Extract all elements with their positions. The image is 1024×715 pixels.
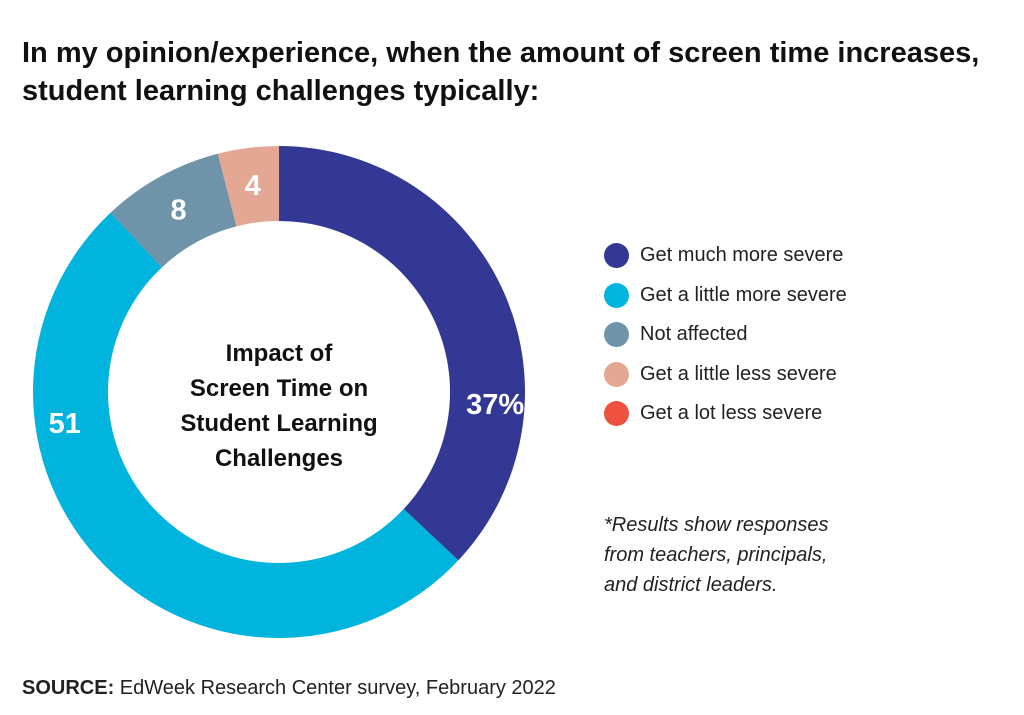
data-label: 4 [245, 170, 261, 202]
donut-chart: 37% 51 8 4 Impact of Screen Time on Student… [32, 146, 525, 639]
center-label-line: Screen Time on [190, 375, 368, 402]
legend-swatch [604, 322, 629, 348]
source-label: SOURCE: [22, 677, 115, 699]
source-text: EdWeek Research Center survey, February … [114, 677, 556, 699]
legend-item: Get a little less severe [604, 355, 847, 395]
chart-title: In my opinion/experience, when the amoun… [22, 37, 980, 107]
footnote: *Results show responses from teachers, p… [604, 510, 829, 600]
center-label-line: Impact of [226, 340, 334, 367]
legend-label: Get a little less severe [640, 362, 837, 385]
data-label: 51 [49, 408, 81, 440]
donut-slice [279, 146, 525, 561]
legend-swatch [604, 361, 629, 387]
legend-item: Get a lot less severe [604, 394, 847, 434]
source-line: SOURCE: EdWeek Research Center survey, F… [22, 677, 556, 700]
center-label-line: Challenges [215, 445, 343, 472]
legend-item: Get a little more severe [604, 276, 847, 316]
footnote-line: from teachers, principals, [604, 544, 828, 566]
legend-swatch [604, 282, 629, 308]
legend-swatch [604, 401, 629, 427]
footnote-line: *Results show responses [604, 514, 829, 536]
donut-slice [110, 153, 237, 268]
donut-slice [217, 146, 279, 227]
legend-swatch [604, 243, 629, 269]
legend-label: Get a little more severe [640, 283, 847, 306]
legend-label: Get much more severe [640, 244, 844, 267]
legend-item: Get much more severe [604, 236, 847, 276]
data-label: 37% [466, 389, 524, 421]
footnote-line: and district leaders. [604, 574, 778, 596]
donut-slice [32, 212, 459, 639]
legend: Get much more severe Get a little more se… [604, 236, 847, 434]
legend-item: Not affected [604, 315, 847, 355]
center-label-line: Student Learning [180, 410, 377, 437]
data-label: 8 [170, 194, 186, 226]
legend-label: Get a lot less severe [640, 402, 823, 425]
legend-label: Not affected [640, 323, 748, 346]
